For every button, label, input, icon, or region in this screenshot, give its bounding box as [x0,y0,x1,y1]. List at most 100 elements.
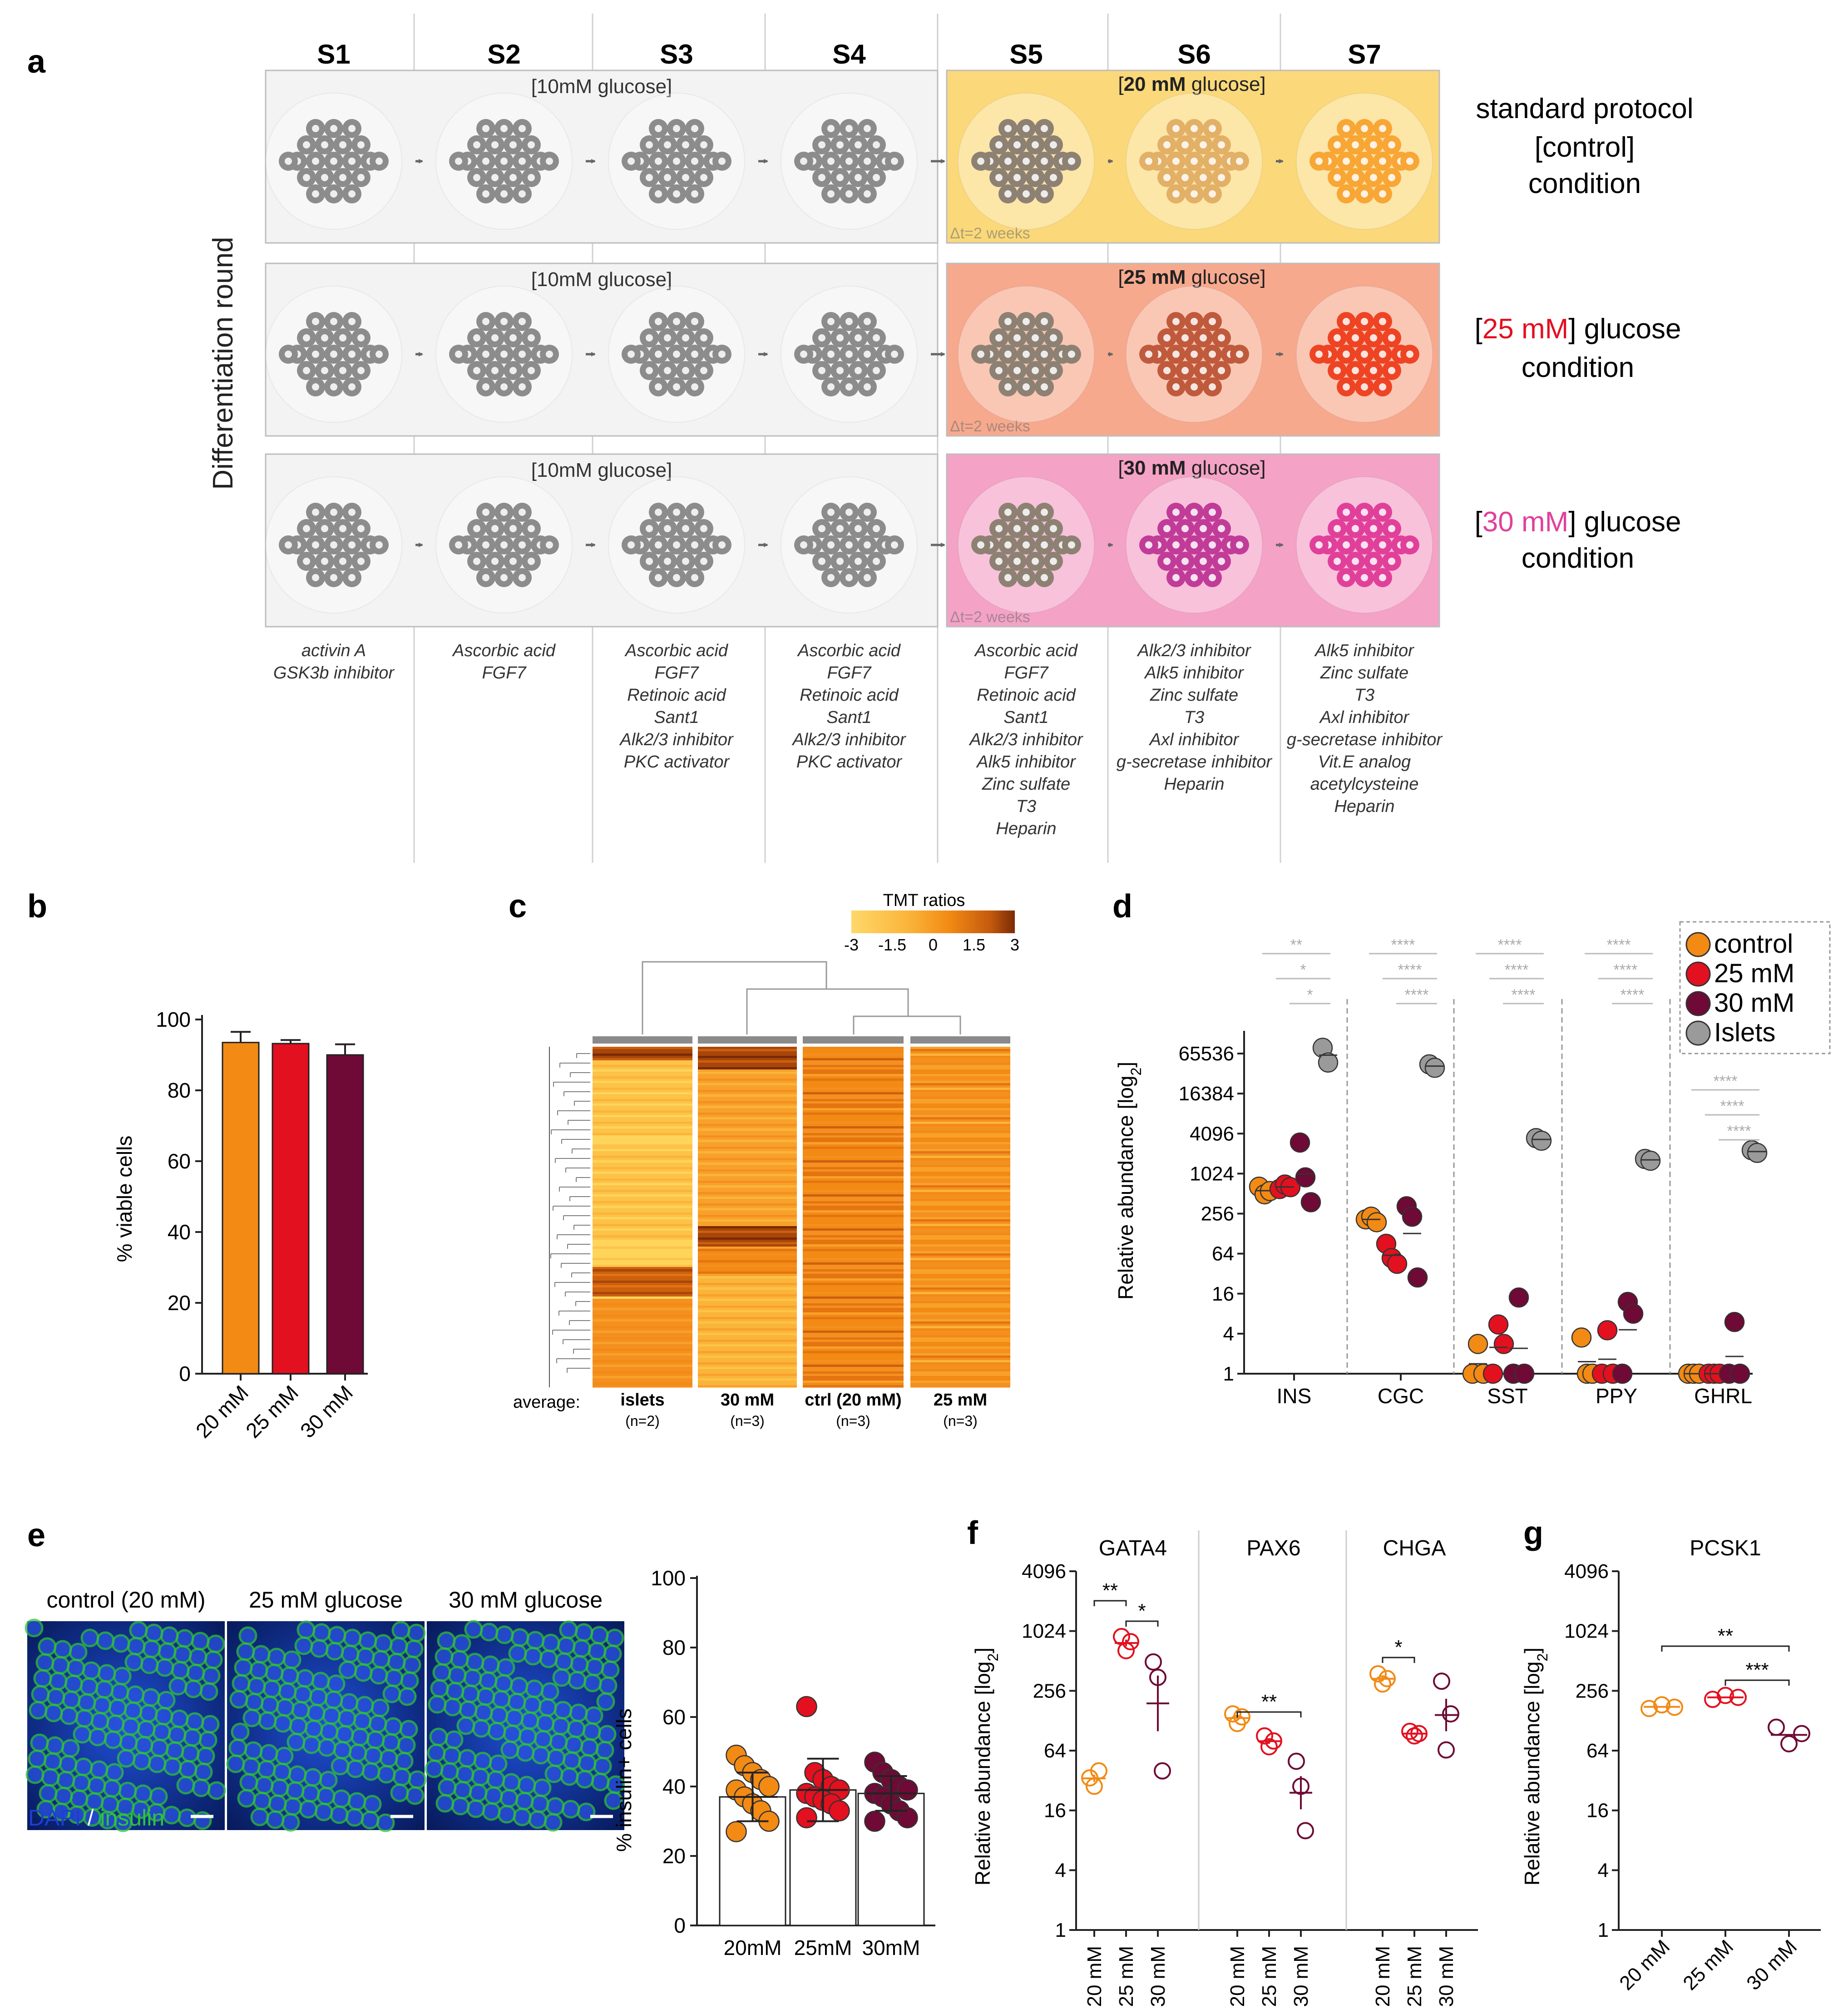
dish-s4 [781,286,918,423]
gene-label-sst: SST [1487,1384,1527,1408]
organoid-core [1352,367,1359,374]
y-tick-label: 16 [1044,1800,1066,1822]
heatmap-cell [698,1231,797,1233]
heatmap-cell [698,1328,797,1331]
media-item: Ascorbic acid [797,641,901,660]
cell-nucleus [554,1652,573,1671]
heatmap-cell [910,1131,1010,1133]
organoid-core [1361,574,1368,581]
media-item: Alk2/3 inhibitor [619,730,734,749]
heatmap-cell [593,1312,692,1315]
heatmap-cell [698,1333,797,1336]
heatmap-cell [910,1083,1010,1086]
organoid-core [1041,190,1048,198]
organoid-core [646,525,653,532]
organoid-core [1200,367,1207,374]
organoid-core [473,174,480,181]
data-point [1780,1735,1798,1752]
heatmap-cell [698,1385,797,1388]
cell-nucleus [518,1727,537,1746]
organoid-core [500,383,508,391]
heatmap-cell [698,1058,797,1061]
cell-nucleus [405,1786,425,1805]
heatmap-cell [593,1340,692,1342]
heatmap-cell [803,1306,904,1308]
dish-s7 [1296,476,1433,614]
heatmap-cell [698,1097,797,1099]
heatmap-cell [803,1369,904,1372]
heatmap-cell [803,1237,904,1240]
heatmap-cell [593,1108,692,1111]
row-dendro-branch [569,1320,590,1325]
tmt-tick: -3 [844,935,859,954]
cell-nucleus [515,1791,534,1811]
cell-nucleus [226,1754,245,1773]
heatmap-cell [593,1262,692,1265]
heatmap-cell [803,1351,904,1354]
control-label-line2: [control] [1535,132,1635,163]
organoid-core [1191,190,1198,198]
heatmap-cell [593,1208,692,1211]
organoid-core [700,558,707,565]
organoid-core [482,574,489,581]
bar-30mm [326,1054,364,1375]
organoid-core [628,158,635,165]
organoid-core [1370,558,1377,565]
heatmap-cell [910,1153,1010,1156]
organoid-core [1334,525,1341,532]
cell-nucleus [435,1794,455,1813]
legend-marker [1685,961,1711,987]
heatmap-cell [803,1133,904,1136]
organoid-core [845,383,853,391]
cell-nucleus [346,1759,365,1778]
column-name: ctrl (20 mM) [805,1391,901,1410]
condition-row-3: [10mM glucose] [30 mM glucose]Δt=2 weeks [265,453,1440,628]
heatmap-cell [593,1135,692,1138]
cell-nucleus [582,1722,601,1741]
row-dendro-branch [563,1339,590,1344]
heatmap-cell [910,1149,1010,1152]
cell-nucleus [127,1637,146,1656]
cell-nucleus [79,1677,99,1696]
organoid-core [646,367,653,374]
organoid-core [491,334,499,341]
heatmap-cell [910,1201,1010,1204]
heatmap-cell [910,1067,1010,1070]
heatmap-cell [593,1381,692,1383]
organoid-core [1209,125,1216,132]
organoid-core [303,174,310,181]
media-item: Vit.E analog [1318,752,1411,772]
cell-nucleus [482,1802,501,1821]
heatmap-cell [803,1167,904,1170]
heatmap-cell [698,1378,797,1381]
heatmap-cell [698,1249,797,1252]
dish-s7 [1296,93,1433,230]
heatmap-cell [593,1376,692,1379]
hormone-scatter-chart: 141664256102440961638465536INS****CGC***… [1179,936,1768,1408]
organoid-core [1013,558,1021,565]
heatmap-cell [593,1226,692,1229]
high-glucose-open: [ [1118,73,1123,95]
organoid-core [1023,158,1030,165]
average-label: average: [513,1393,580,1412]
cell-nucleus [118,1781,137,1801]
heatmap-cell [910,1072,1010,1074]
heatmap-cell [910,1203,1010,1206]
heatmap-cell [593,1147,692,1149]
heatmap-cell [593,1124,692,1127]
organoid-core [491,558,499,565]
glucose-label-1-line2: condition [1522,352,1634,383]
cell-nucleus [148,1754,167,1773]
heatmap-cell [593,1192,692,1195]
heatmap-cell [593,1197,692,1199]
organoid-core [491,525,499,532]
y-tick-label: 20 [662,1844,686,1868]
heatmap-cell [593,1153,692,1156]
y-tick-label: 256 [1576,1680,1609,1702]
heatmap-cell [698,1135,797,1138]
organoid-core [500,318,508,325]
cell-nucleus [173,1645,192,1664]
heatmap-cell [698,1142,797,1145]
row-dendro-branch [563,1215,590,1220]
cell-nucleus [520,1711,539,1730]
